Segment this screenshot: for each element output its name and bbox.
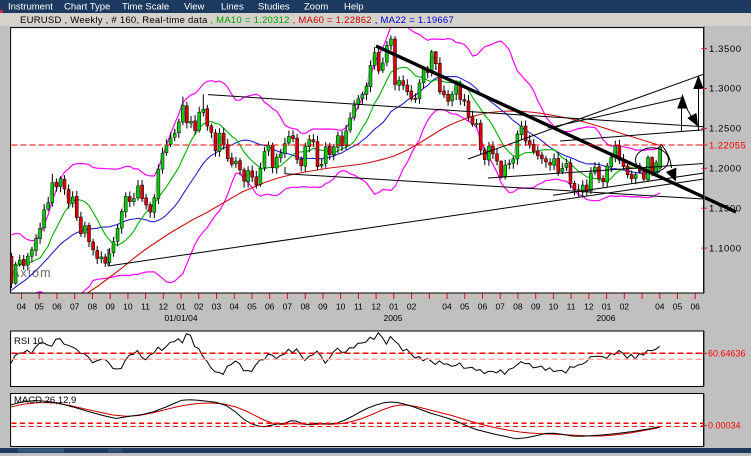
svg-text:11: 11 <box>567 302 576 312</box>
svg-text:05: 05 <box>247 302 257 312</box>
svg-text:07: 07 <box>283 302 293 312</box>
svg-text:05: 05 <box>34 302 44 312</box>
svg-text:05: 05 <box>460 302 470 312</box>
svg-text:04: 04 <box>442 302 452 312</box>
svg-text:01: 01 <box>389 302 399 312</box>
svg-text:1.3000: 1.3000 <box>709 84 742 95</box>
svg-text:06: 06 <box>265 302 275 312</box>
svg-text:10: 10 <box>549 302 559 312</box>
svg-text:05: 05 <box>673 302 683 312</box>
svg-text:11: 11 <box>141 302 150 312</box>
svg-text:1.2500: 1.2500 <box>709 124 742 135</box>
svg-text:06: 06 <box>52 302 62 312</box>
svg-text:01: 01 <box>602 302 612 312</box>
svg-text:01: 01 <box>176 302 186 312</box>
svg-text:Lines: Lines <box>221 2 244 13</box>
svg-text:2006: 2006 <box>597 313 616 323</box>
svg-text:04: 04 <box>230 302 240 312</box>
svg-text:Zoom: Zoom <box>304 2 328 13</box>
svg-text:09: 09 <box>531 302 541 312</box>
svg-text:04: 04 <box>655 302 665 312</box>
svg-text:07: 07 <box>70 302 80 312</box>
svg-text:01/01/04: 01/01/04 <box>164 313 197 323</box>
svg-text:08: 08 <box>513 302 523 312</box>
svg-text:1.22055: 1.22055 <box>709 140 746 151</box>
svg-text:09: 09 <box>318 302 328 312</box>
svg-text:View: View <box>184 2 205 13</box>
svg-text:09: 09 <box>105 302 115 312</box>
svg-text:02: 02 <box>194 302 204 312</box>
svg-text:06: 06 <box>690 302 700 312</box>
svg-text:MACD 26,12,9: MACD 26,12,9 <box>14 395 76 406</box>
svg-text:08: 08 <box>88 302 98 312</box>
svg-text:02: 02 <box>620 302 630 312</box>
svg-text:60.64636: 60.64636 <box>708 349 746 359</box>
svg-text:10: 10 <box>123 302 133 312</box>
svg-text:06: 06 <box>478 302 488 312</box>
svg-text:Help: Help <box>344 2 364 13</box>
svg-text:11: 11 <box>354 302 363 312</box>
svg-text:08: 08 <box>300 302 310 312</box>
svg-text:1.3500: 1.3500 <box>709 44 742 55</box>
svg-text:1.2000: 1.2000 <box>709 164 742 175</box>
svg-text:12: 12 <box>159 302 169 312</box>
svg-text:03: 03 <box>212 302 222 312</box>
svg-text:04: 04 <box>17 302 27 312</box>
svg-text:EURUSD , Weekly , # 160, Real-: EURUSD , Weekly , # 160, Real-time data … <box>20 15 454 26</box>
svg-text:0.00034: 0.00034 <box>708 421 741 431</box>
svg-text:Time Scale: Time Scale <box>122 2 169 13</box>
svg-text:2005: 2005 <box>384 313 403 323</box>
svg-text:Studies: Studies <box>258 2 290 13</box>
svg-text:10: 10 <box>336 302 346 312</box>
svg-text:07: 07 <box>495 302 505 312</box>
svg-text:1.1500: 1.1500 <box>709 203 742 214</box>
svg-text:Chart Type: Chart Type <box>64 2 110 13</box>
svg-text:12: 12 <box>371 302 381 312</box>
svg-text:1.1000: 1.1000 <box>709 243 742 254</box>
svg-text:Instrument: Instrument <box>8 2 53 13</box>
svg-text:12: 12 <box>584 302 594 312</box>
svg-text:02: 02 <box>407 302 417 312</box>
svg-text:RSI 10: RSI 10 <box>14 336 43 347</box>
svg-text:Axiom: Axiom <box>11 266 52 280</box>
